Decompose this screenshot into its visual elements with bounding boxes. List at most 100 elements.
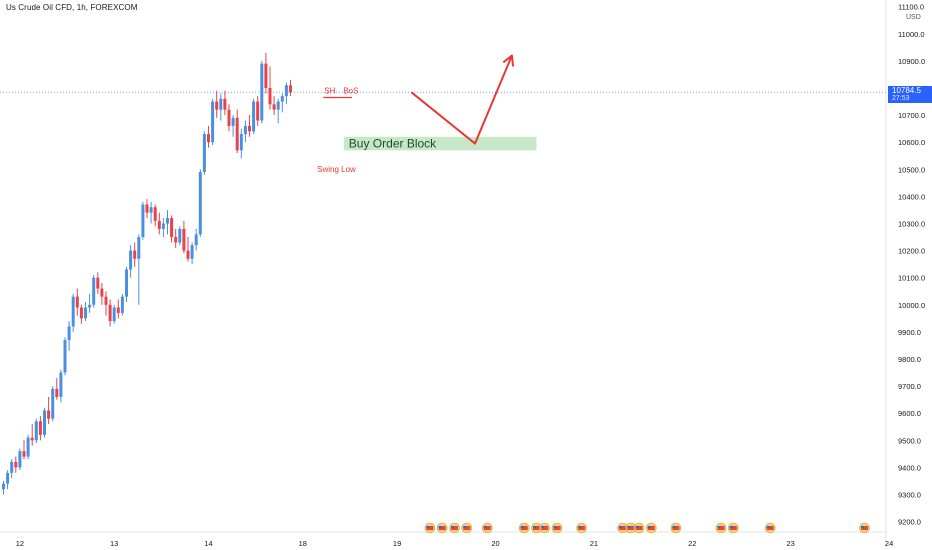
candle-20[interactable] [84,302,87,322]
candle-26[interactable] [108,299,112,327]
candle-17[interactable] [71,293,75,332]
us-flag-event-icon[interactable] [518,522,530,534]
price-axis[interactable]: 9200.0 9300.0 9400.0 9500.0 9600.0 9700.0 9800… [898,3,925,527]
candle-21[interactable] [88,293,92,313]
candle-48[interactable] [198,169,202,238]
economic-events-row[interactable] [424,522,870,534]
candle-12[interactable] [51,386,55,422]
candle-62[interactable] [256,96,260,126]
candle-39[interactable] [161,218,165,238]
candle-54[interactable] [223,90,227,116]
candle-24[interactable] [100,283,104,305]
plot-area[interactable]: Buy Order Block SH BoS Swing Low [0,52,886,495]
candle-16[interactable] [67,321,71,351]
candle-50[interactable] [207,125,210,148]
flag-canton [672,526,676,528]
candle-51[interactable] [211,98,215,145]
candle-67[interactable] [276,98,280,124]
us-flag-event-icon[interactable] [859,522,870,534]
candle-36[interactable] [149,201,153,224]
candle-3[interactable] [14,456,18,473]
candle-38[interactable] [157,212,161,235]
candle-55[interactable] [227,104,231,132]
candle-43[interactable] [178,226,182,246]
candle-44[interactable] [182,220,186,254]
candle-4[interactable] [18,448,22,471]
candle-30[interactable] [125,266,128,303]
candle-6[interactable] [26,434,30,460]
candle-5[interactable] [22,440,26,460]
candle-19[interactable] [79,304,83,324]
us-flag-event-icon[interactable] [551,522,563,534]
time-tick-label: 23 [787,539,795,548]
candle-42[interactable] [174,228,178,248]
candle-70[interactable] [289,79,292,97]
candle-11[interactable] [47,396,51,425]
candle-15[interactable] [63,337,67,376]
candle-49[interactable] [202,131,206,175]
candle-63[interactable] [260,60,264,124]
time-axis[interactable]: 12 13 14 18 19 20 21 22 23 24 [16,539,894,548]
us-flag-event-icon[interactable] [633,522,645,534]
flag-stripe [541,526,549,530]
candle-61[interactable] [252,98,256,135]
candle-7[interactable] [30,424,34,446]
candle-2[interactable] [10,459,14,479]
candle-25[interactable] [104,291,108,316]
candle-13[interactable] [55,377,59,400]
candle-69[interactable] [284,82,288,105]
candle-57[interactable] [235,109,239,154]
us-flag-event-icon[interactable] [481,522,493,534]
us-flag-event-icon[interactable] [436,522,448,534]
order-block-zone[interactable] [343,136,537,151]
candle-41[interactable] [170,215,174,243]
candle-9[interactable] [38,415,42,441]
us-flag-event-icon[interactable] [576,522,587,534]
us-flag-event-icon[interactable] [424,522,436,534]
candle-37[interactable] [153,204,157,227]
candle-45[interactable] [186,237,190,262]
us-flag-event-icon[interactable] [727,522,739,534]
candle-23[interactable] [96,272,100,294]
us-flag-event-icon[interactable] [461,522,473,534]
us-flag-event-icon[interactable] [617,522,628,534]
candle-40[interactable] [166,209,169,235]
candle-46[interactable] [190,242,194,265]
candle-10[interactable] [43,407,46,438]
candle-68[interactable] [280,93,284,113]
candle-66[interactable] [272,96,276,116]
candle-34[interactable] [141,201,145,240]
candle-28[interactable] [116,299,120,319]
candle-60[interactable] [248,115,251,137]
candle-29[interactable] [120,293,124,316]
us-flag-event-icon[interactable] [645,522,657,534]
us-flag-event-icon[interactable] [715,522,727,534]
candle-14[interactable] [59,369,63,403]
candle-18[interactable] [75,288,79,316]
candle-53[interactable] [219,93,223,121]
projection-path[interactable] [410,55,513,145]
candle-52[interactable] [215,90,219,118]
candle-35[interactable] [145,199,149,219]
us-flag-event-icon[interactable] [449,522,460,534]
candle-1[interactable] [6,470,10,490]
candle-59[interactable] [243,120,247,143]
candle-64[interactable] [264,52,268,94]
candle-31[interactable] [129,245,133,278]
candle-27[interactable] [112,304,116,324]
us-flag-event-icon[interactable] [764,522,776,534]
candle-0[interactable] [2,480,5,495]
candle-47[interactable] [194,228,198,251]
candle-22[interactable] [92,274,96,308]
candle-65[interactable] [268,66,272,110]
candle-32[interactable] [133,242,137,267]
candle-body [141,204,145,238]
candle-58[interactable] [239,128,243,159]
candle-8[interactable] [34,418,38,444]
us-flag-event-icon[interactable] [531,522,542,534]
us-flag-event-icon[interactable] [539,522,551,534]
candle-33[interactable] [137,234,141,305]
candle-56[interactable] [231,115,235,137]
us-flag-event-icon[interactable] [670,522,682,534]
